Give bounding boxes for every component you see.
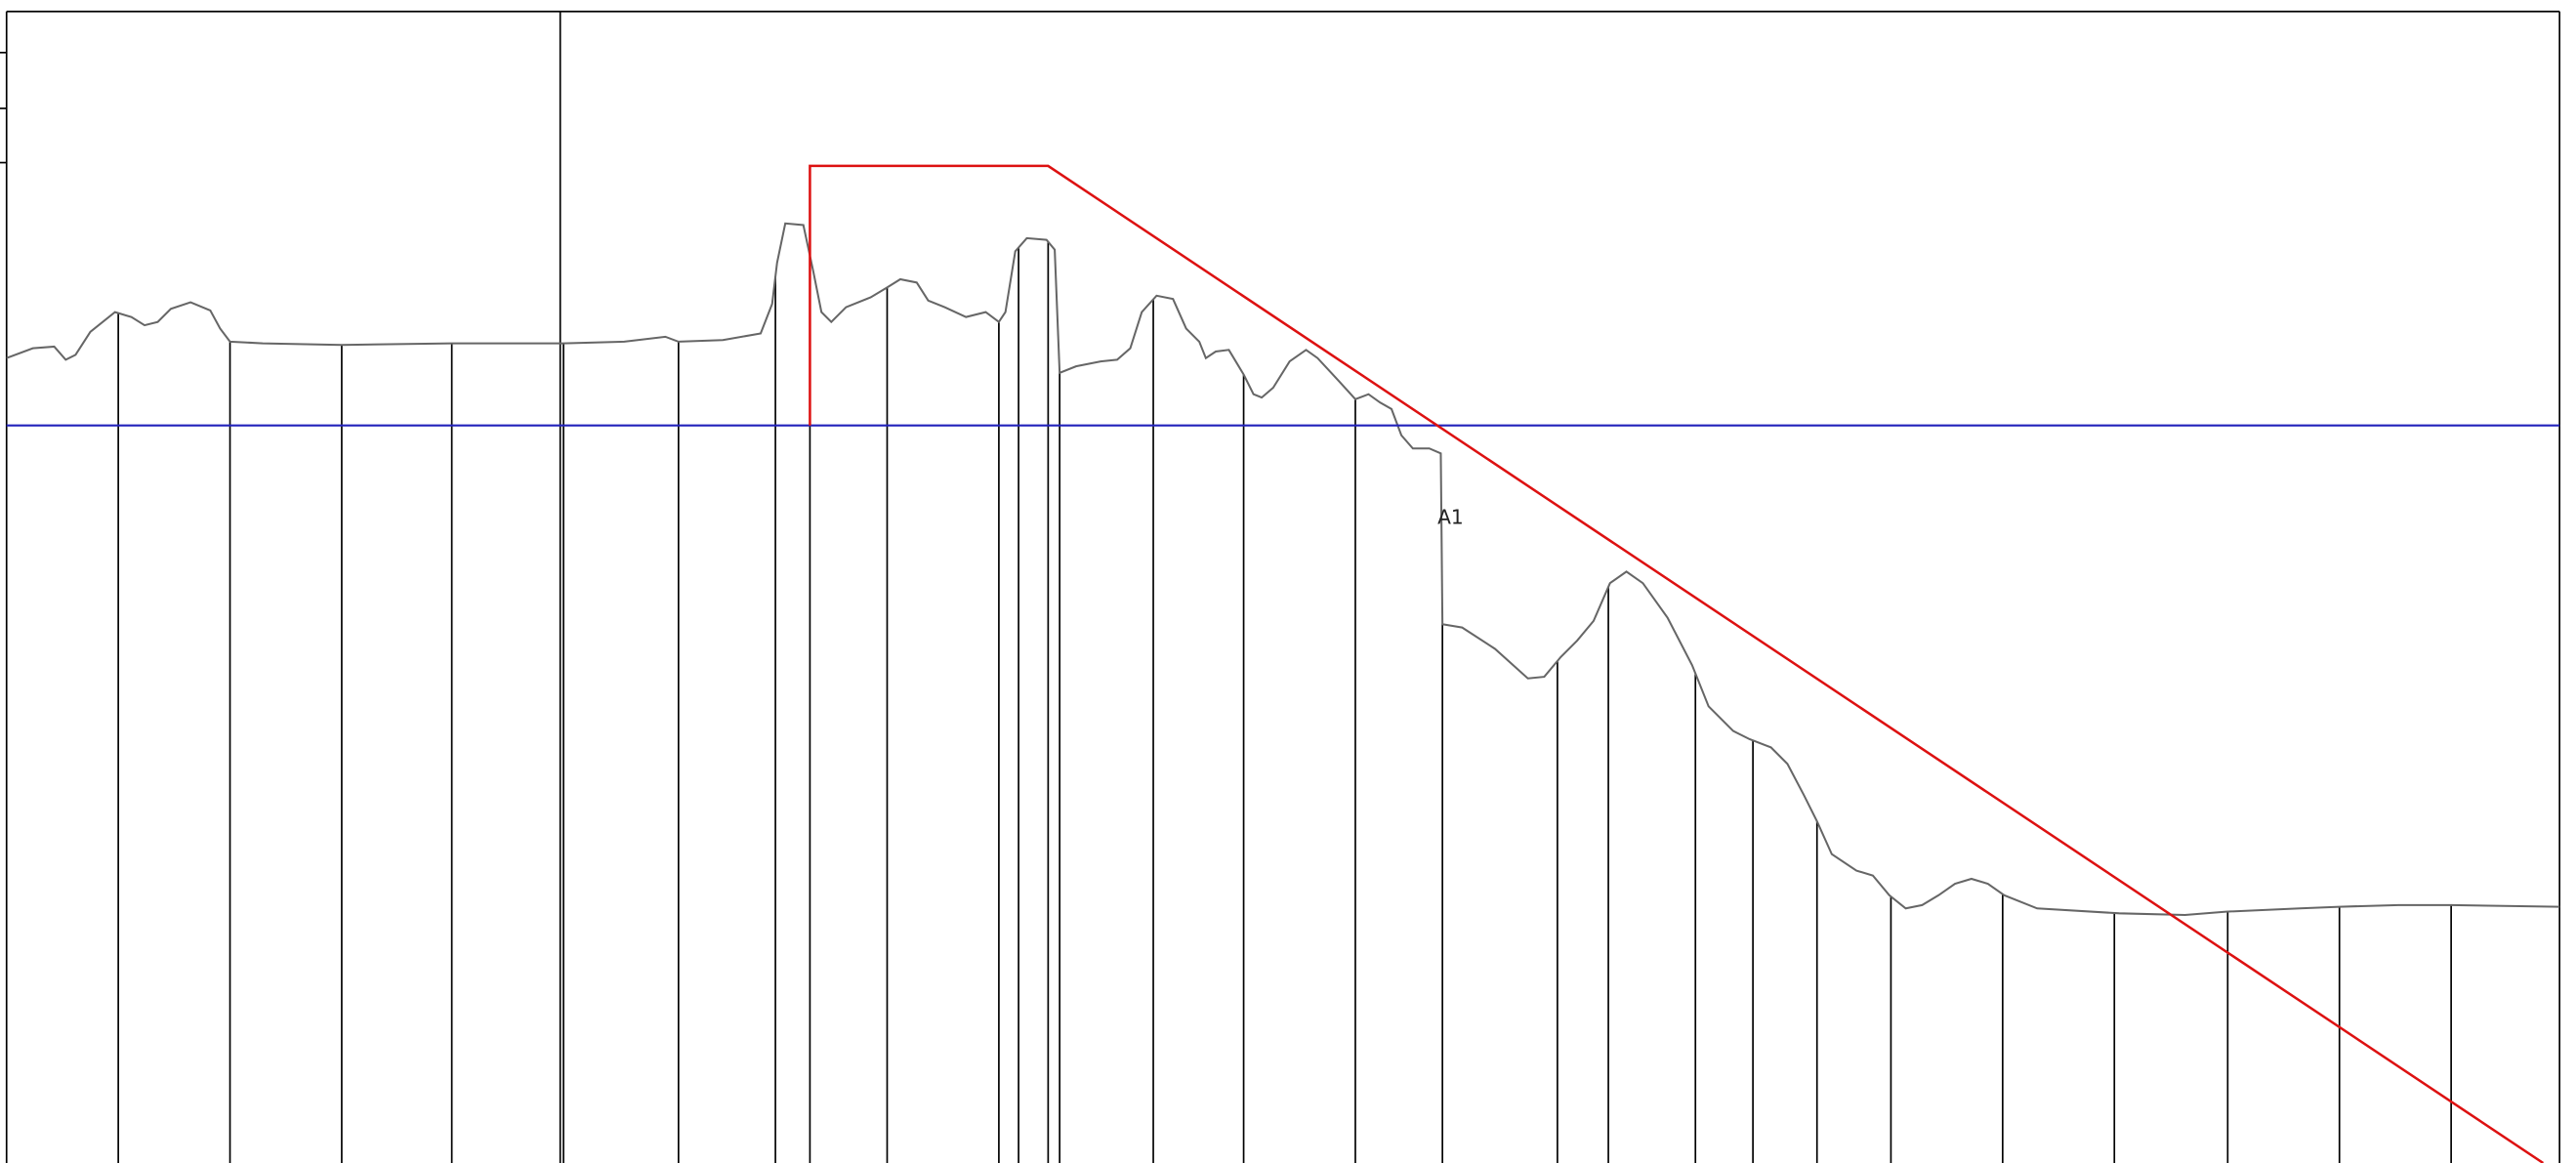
station-lines [117, 241, 2452, 1163]
terrain-profile [6, 222, 2560, 916]
envelope-line [809, 164, 2545, 1163]
profile-label: A1 [1437, 506, 1464, 529]
